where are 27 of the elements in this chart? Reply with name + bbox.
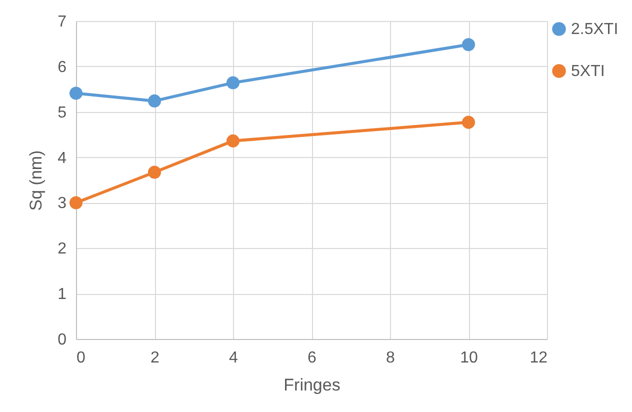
legend-label: 2.5XTI — [571, 21, 618, 38]
x-tick-label: 12 — [530, 350, 548, 366]
x-tick-label: 6 — [308, 350, 317, 366]
x-tick-label: 2 — [150, 350, 160, 366]
point — [462, 38, 476, 52]
y-tick-label: 3 — [58, 195, 67, 212]
y-tick-label: 5 — [58, 104, 67, 122]
point — [69, 86, 83, 100]
y-tick-label: 7 — [58, 14, 67, 30]
x-tick-label: 0 — [76, 350, 86, 366]
point — [148, 94, 162, 108]
point — [226, 76, 240, 90]
y-axis-title: Sq (nm) — [26, 150, 46, 211]
point — [148, 166, 162, 179]
x-tick-label: 10 — [460, 350, 478, 366]
y-tick-label: 0 — [58, 332, 67, 348]
point — [69, 196, 83, 210]
x-tick-label: 4 — [229, 350, 238, 366]
x-axis-title: Fringes — [284, 376, 340, 394]
point — [462, 116, 476, 129]
legend-label: 5XTI — [571, 63, 605, 80]
y-tick-label: 2 — [58, 240, 67, 258]
y-tick-label: 4 — [58, 150, 67, 167]
point — [226, 134, 240, 148]
y-tick-label: 1 — [58, 286, 67, 304]
x-tick-label: 8 — [386, 350, 396, 366]
y-tick-label: 6 — [58, 58, 67, 76]
